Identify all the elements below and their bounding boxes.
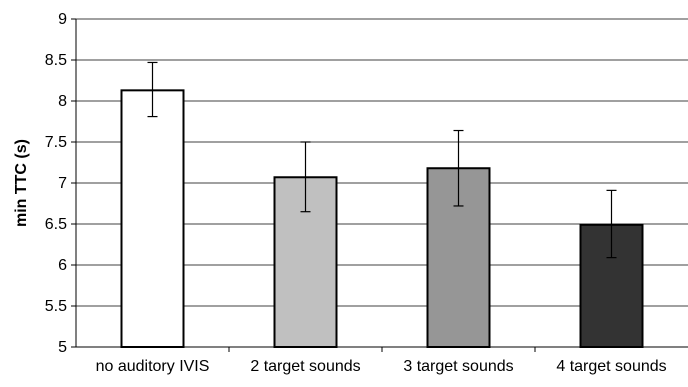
y-tick-label: 6.5: [45, 216, 67, 233]
y-tick-label: 5: [58, 339, 67, 356]
error-bar: [453, 129, 464, 207]
y-tick-labels: 5 5.5 6 6.5 7 7.5 8 8.5 9: [45, 11, 67, 356]
y-tick-label: 7.5: [45, 134, 67, 151]
bar: [120, 89, 185, 348]
bars: [120, 89, 644, 349]
error-bar: [147, 61, 158, 118]
y-tick-label: 6: [58, 257, 67, 274]
x-tick-label: 2 target sounds: [250, 358, 360, 375]
x-tick-label: 3 target sounds: [403, 358, 513, 375]
x-tick-label: no auditory IVIS: [96, 358, 210, 375]
error-bars: [147, 61, 617, 259]
y-tick-label: 5.5: [45, 298, 67, 315]
error-bar: [606, 189, 617, 259]
y-tick-label: 8: [58, 93, 67, 110]
axes: [71, 18, 688, 352]
x-tick-label: 4 target sounds: [556, 358, 666, 375]
error-bar: [300, 141, 311, 213]
y-axis-title: min TTC (s): [13, 139, 30, 227]
y-tick-label: 8.5: [45, 52, 67, 69]
y-tick-label: 7: [58, 175, 67, 192]
y-tick-label: 9: [58, 11, 67, 28]
x-tick-labels: no auditory IVIS 2 target sounds 3 target …: [96, 358, 667, 375]
